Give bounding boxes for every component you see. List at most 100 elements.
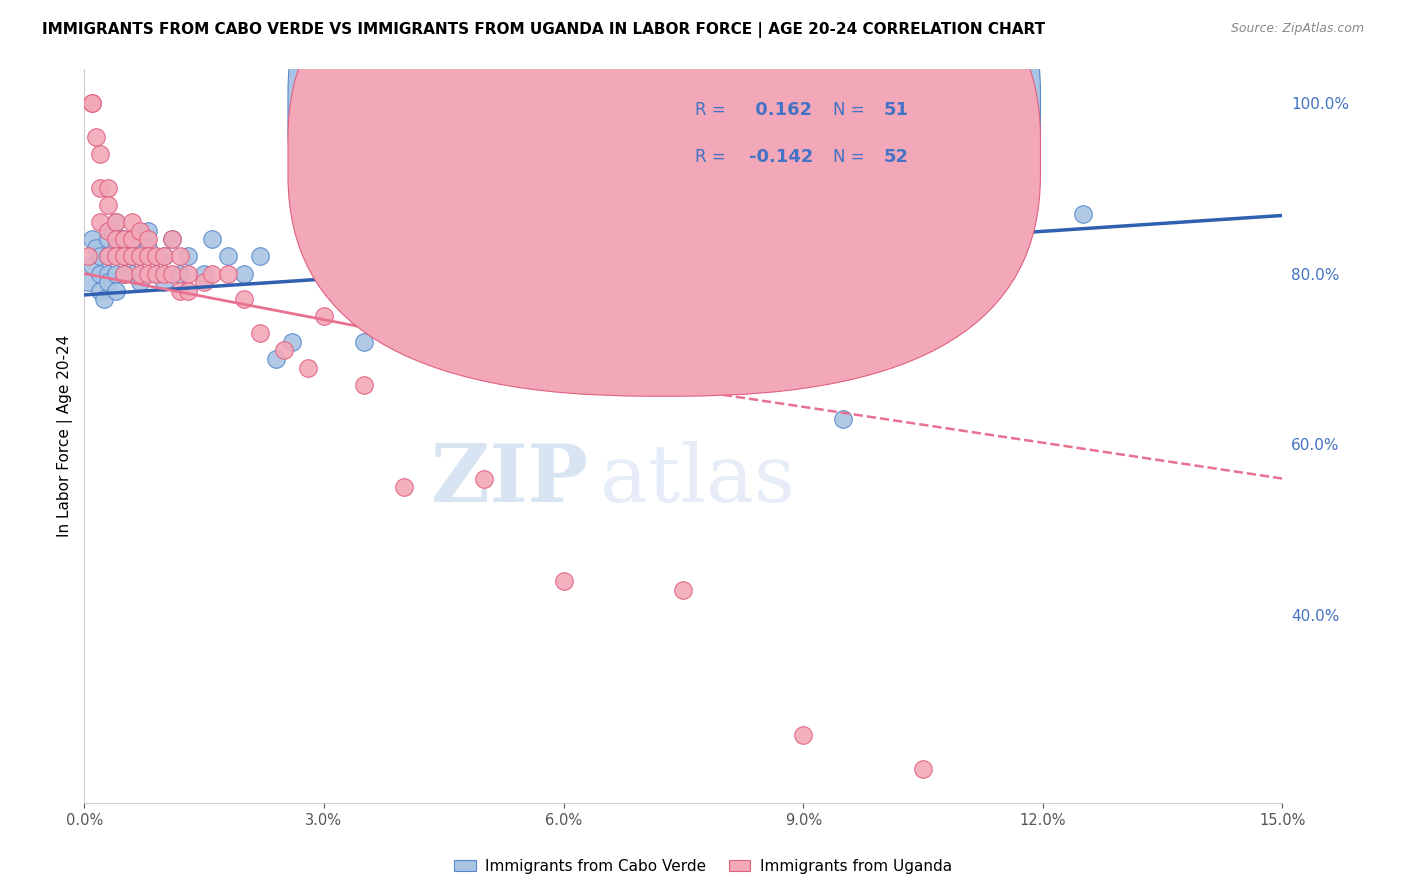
FancyBboxPatch shape — [288, 0, 1040, 350]
Point — [136, 250, 159, 264]
Point — [105, 241, 128, 255]
Point — [145, 250, 167, 264]
Text: 51: 51 — [883, 102, 908, 120]
Point — [169, 267, 191, 281]
Text: atlas: atlas — [599, 441, 794, 519]
Point — [512, 326, 534, 341]
Text: IMMIGRANTS FROM CABO VERDE VS IMMIGRANTS FROM UGANDA IN LABOR FORCE | AGE 20-24 : IMMIGRANTS FROM CABO VERDE VS IMMIGRANTS… — [42, 22, 1045, 38]
Text: ZIP: ZIP — [430, 441, 588, 519]
Point — [84, 241, 107, 255]
Point — [121, 250, 143, 264]
Point — [129, 224, 152, 238]
Point — [711, 207, 734, 221]
Point — [169, 284, 191, 298]
Point — [89, 250, 111, 264]
Point — [153, 250, 176, 264]
Text: N =: N = — [834, 148, 870, 166]
Point — [112, 250, 135, 264]
Point — [121, 232, 143, 246]
Point — [832, 411, 855, 425]
Point — [97, 232, 120, 246]
Point — [82, 95, 104, 110]
Point — [136, 267, 159, 281]
Point — [792, 728, 814, 742]
Point — [592, 198, 614, 212]
Point — [792, 207, 814, 221]
Point — [193, 267, 215, 281]
Point — [129, 267, 152, 281]
Point — [105, 215, 128, 229]
Point — [82, 232, 104, 246]
Text: N =: N = — [834, 102, 870, 120]
Point — [911, 762, 934, 776]
Point — [129, 250, 152, 264]
FancyBboxPatch shape — [288, 0, 1040, 396]
Point — [145, 267, 167, 281]
Point — [233, 292, 256, 306]
Point — [233, 267, 256, 281]
Point — [136, 241, 159, 255]
Point — [89, 267, 111, 281]
Point — [193, 275, 215, 289]
Point — [121, 215, 143, 229]
Point — [77, 275, 100, 289]
Point — [89, 215, 111, 229]
Point — [136, 232, 159, 246]
Point — [97, 275, 120, 289]
Point — [93, 292, 115, 306]
Point — [472, 472, 495, 486]
Point — [82, 258, 104, 272]
Point — [312, 310, 335, 324]
Point — [177, 250, 200, 264]
FancyBboxPatch shape — [623, 76, 995, 190]
Point — [112, 250, 135, 264]
Point — [89, 181, 111, 195]
Point — [273, 343, 295, 358]
Point — [129, 250, 152, 264]
Point — [249, 250, 271, 264]
Point — [97, 198, 120, 212]
Point — [105, 215, 128, 229]
Point — [353, 334, 375, 349]
Text: R =: R = — [696, 148, 731, 166]
Y-axis label: In Labor Force | Age 20-24: In Labor Force | Age 20-24 — [58, 334, 73, 537]
Point — [392, 480, 415, 494]
Point — [112, 267, 135, 281]
Point — [97, 181, 120, 195]
Point — [105, 250, 128, 264]
Point — [872, 198, 894, 212]
Point — [353, 377, 375, 392]
Text: 0.162: 0.162 — [749, 102, 813, 120]
Point — [201, 232, 224, 246]
Point — [160, 267, 183, 281]
Point — [177, 267, 200, 281]
Point — [105, 284, 128, 298]
Point — [84, 129, 107, 144]
Point — [217, 250, 239, 264]
Point — [553, 574, 575, 588]
Point — [160, 232, 183, 246]
Text: Source: ZipAtlas.com: Source: ZipAtlas.com — [1230, 22, 1364, 36]
Point — [121, 250, 143, 264]
Point — [169, 250, 191, 264]
Point — [281, 334, 304, 349]
Point — [136, 224, 159, 238]
Point — [153, 250, 176, 264]
Point — [249, 326, 271, 341]
Point — [105, 232, 128, 246]
Point — [121, 267, 143, 281]
Point — [121, 232, 143, 246]
Text: 52: 52 — [883, 148, 908, 166]
Point — [97, 250, 120, 264]
Point — [101, 224, 124, 238]
Point — [97, 250, 120, 264]
Point — [153, 267, 176, 281]
Point — [129, 275, 152, 289]
Point — [633, 207, 655, 221]
Legend: Immigrants from Cabo Verde, Immigrants from Uganda: Immigrants from Cabo Verde, Immigrants f… — [449, 853, 957, 880]
Point — [89, 284, 111, 298]
Point — [201, 267, 224, 281]
Point — [264, 351, 287, 366]
Point — [312, 267, 335, 281]
Point — [553, 181, 575, 195]
